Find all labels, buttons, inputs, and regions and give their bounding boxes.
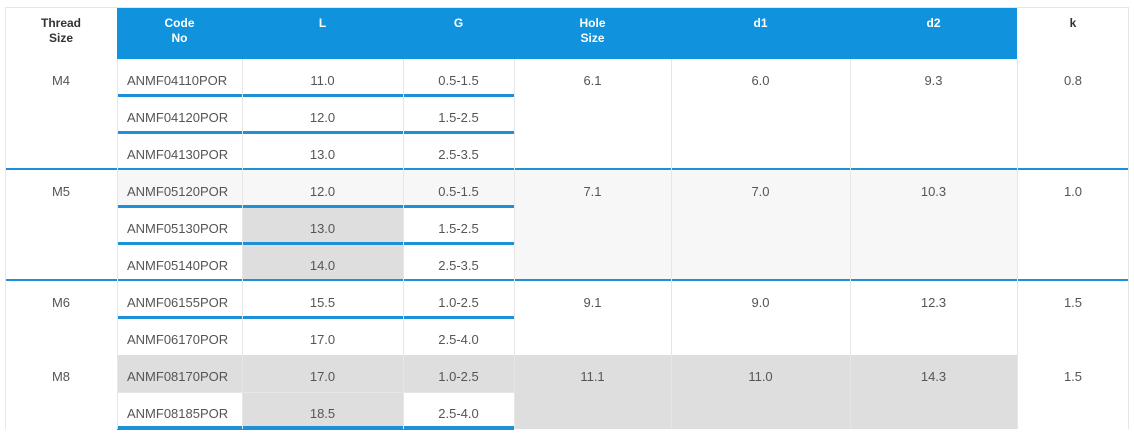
column-divider bbox=[403, 59, 404, 429]
group-accent-line bbox=[5, 279, 1129, 282]
l-cell: 17.0 bbox=[242, 355, 403, 392]
g-cell: 1.0-2.5 bbox=[403, 281, 514, 318]
code-no-cell: ANMF06170POR bbox=[117, 318, 242, 355]
header-d2: d2 bbox=[850, 7, 1017, 59]
hole-cell: 11.1 bbox=[514, 355, 671, 429]
thread-size-cell: M4 bbox=[5, 59, 117, 170]
code-no-cell: ANMF05120POR bbox=[117, 170, 242, 207]
column-divider bbox=[242, 59, 243, 429]
d2-cell: 10.3 bbox=[850, 170, 1017, 281]
l-cell: 14.0 bbox=[242, 244, 403, 281]
d2-cell: 14.3 bbox=[850, 355, 1017, 429]
code-no-cell: ANMF05140POR bbox=[117, 244, 242, 281]
d1-cell: 6.0 bbox=[671, 59, 850, 170]
d1-cell: 7.0 bbox=[671, 170, 850, 281]
row-accent-line bbox=[117, 131, 514, 134]
d2-cell: 12.3 bbox=[850, 281, 1017, 355]
header-k: k bbox=[1017, 7, 1129, 59]
g-cell: 1.5-2.5 bbox=[403, 96, 514, 133]
hole-cell: 7.1 bbox=[514, 170, 671, 281]
header-g: G bbox=[403, 7, 514, 59]
header-thread-size: Thread Size bbox=[5, 7, 117, 59]
thread-size-cell: M6 bbox=[5, 281, 117, 355]
code-no-cell: ANMF08185POR bbox=[117, 392, 242, 429]
l-cell: 13.0 bbox=[242, 133, 403, 170]
table-border-left bbox=[5, 7, 6, 429]
column-divider bbox=[514, 59, 515, 429]
row-divider bbox=[117, 392, 514, 393]
d1-cell: 9.0 bbox=[671, 281, 850, 355]
row-accent-line bbox=[117, 94, 514, 97]
l-cell: 12.0 bbox=[242, 170, 403, 207]
row-accent-line bbox=[117, 242, 514, 245]
l-cell: 12.0 bbox=[242, 96, 403, 133]
row-accent-line bbox=[117, 426, 514, 429]
k-cell: 1.5 bbox=[1017, 355, 1129, 429]
l-cell: 11.0 bbox=[242, 59, 403, 96]
thread-size-cell: M5 bbox=[5, 170, 117, 281]
code-no-cell: ANMF06155POR bbox=[117, 281, 242, 318]
g-cell: 1.0-2.5 bbox=[403, 355, 514, 392]
g-cell: 2.5-3.5 bbox=[403, 133, 514, 170]
g-cell: 2.5-4.0 bbox=[403, 392, 514, 429]
column-divider bbox=[117, 59, 118, 429]
g-cell: 2.5-4.0 bbox=[403, 318, 514, 355]
l-cell: 17.0 bbox=[242, 318, 403, 355]
row-accent-line bbox=[117, 316, 514, 319]
table-border-right bbox=[1128, 7, 1129, 429]
column-divider bbox=[671, 59, 672, 429]
code-no-cell: ANMF04110POR bbox=[117, 59, 242, 96]
k-cell: 0.8 bbox=[1017, 59, 1129, 170]
header-l: L bbox=[242, 7, 403, 59]
group-accent-line bbox=[5, 168, 1129, 171]
g-cell: 0.5-1.5 bbox=[403, 59, 514, 96]
thread-size-cell: M8 bbox=[5, 355, 117, 429]
table-border-top bbox=[5, 7, 1129, 8]
hole-cell: 6.1 bbox=[514, 59, 671, 170]
header-hole-size: Hole Size bbox=[514, 7, 671, 59]
l-cell: 15.5 bbox=[242, 281, 403, 318]
spec-table: Thread Size Code No L G Hole Size d1 d2 k M… bbox=[5, 7, 1129, 430]
header-d1: d1 bbox=[671, 7, 850, 59]
d1-cell: 11.0 bbox=[671, 355, 850, 429]
k-cell: 1.5 bbox=[1017, 281, 1129, 355]
code-no-cell: ANMF04130POR bbox=[117, 133, 242, 170]
code-no-cell: ANMF08170POR bbox=[117, 355, 242, 392]
g-cell: 1.5-2.5 bbox=[403, 207, 514, 244]
g-cell: 0.5-1.5 bbox=[403, 170, 514, 207]
column-divider bbox=[850, 59, 851, 429]
l-cell: 13.0 bbox=[242, 207, 403, 244]
g-cell: 2.5-3.5 bbox=[403, 244, 514, 281]
row-accent-line bbox=[117, 205, 514, 208]
hole-cell: 9.1 bbox=[514, 281, 671, 355]
code-no-cell: ANMF04120POR bbox=[117, 96, 242, 133]
header-code-no: Code No bbox=[117, 7, 242, 59]
code-no-cell: ANMF05130POR bbox=[117, 207, 242, 244]
k-cell: 1.0 bbox=[1017, 170, 1129, 281]
l-cell: 18.5 bbox=[242, 392, 403, 429]
column-divider bbox=[1017, 59, 1018, 429]
d2-cell: 9.3 bbox=[850, 59, 1017, 170]
